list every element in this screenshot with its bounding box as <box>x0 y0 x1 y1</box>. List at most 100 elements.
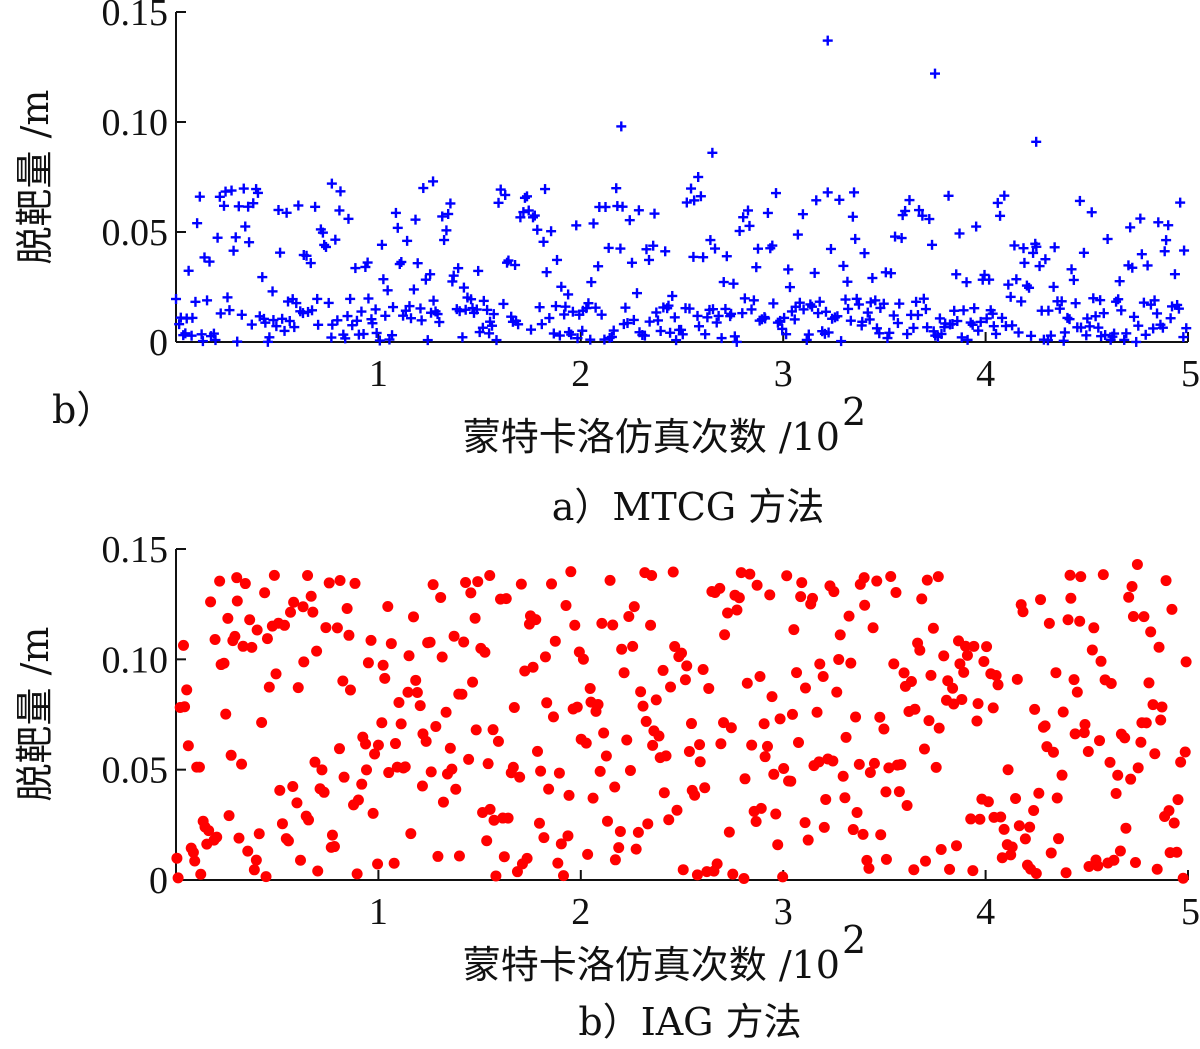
data-point <box>1153 641 1165 653</box>
data-point <box>992 197 1003 208</box>
x-tick-label: 5 <box>1181 353 1200 395</box>
data-point <box>345 293 356 304</box>
data-point <box>316 764 328 776</box>
data-point <box>1156 701 1168 713</box>
data-point <box>1074 615 1086 627</box>
data-point <box>416 315 427 326</box>
data-point <box>677 329 688 340</box>
data-point <box>1017 606 1029 618</box>
data-point <box>519 665 531 677</box>
data-point <box>1160 575 1172 587</box>
data-point <box>1066 264 1077 275</box>
data-point <box>918 743 930 755</box>
data-point <box>930 761 942 773</box>
data-point <box>180 328 191 339</box>
data-point <box>1082 313 1093 324</box>
data-point <box>789 314 800 325</box>
data-point <box>252 187 263 198</box>
data-point <box>408 284 419 295</box>
data-point <box>896 233 907 244</box>
data-point <box>702 312 713 323</box>
data-point <box>738 873 750 885</box>
data-point <box>1006 841 1018 853</box>
data-point <box>795 591 807 603</box>
data-point <box>1120 822 1132 834</box>
data-point <box>415 303 426 314</box>
data-point <box>968 640 980 652</box>
data-point <box>967 865 979 877</box>
data-point <box>688 251 699 262</box>
data-point <box>503 255 514 266</box>
data-point <box>323 577 335 589</box>
data-point <box>550 301 561 312</box>
data-point <box>981 313 992 324</box>
data-point <box>792 229 803 240</box>
data-point <box>177 639 189 651</box>
data-point <box>555 838 567 850</box>
data-point <box>498 851 510 863</box>
data-point <box>208 328 219 339</box>
data-point <box>781 329 792 340</box>
data-point <box>404 301 415 312</box>
data-point <box>361 764 373 776</box>
data-point <box>214 191 225 202</box>
data-point <box>965 317 976 328</box>
data-point <box>424 636 436 648</box>
data-point <box>753 243 764 254</box>
data-point <box>628 314 639 325</box>
data-point <box>425 766 437 778</box>
data-point <box>801 334 812 345</box>
data-point <box>328 841 340 853</box>
data-point <box>454 306 465 317</box>
data-point <box>405 313 416 324</box>
data-point <box>416 780 428 792</box>
data-point <box>1163 805 1175 817</box>
data-point <box>836 336 847 347</box>
data-point <box>481 835 493 847</box>
data-point <box>371 327 382 338</box>
data-point <box>644 316 655 327</box>
data-point <box>958 666 970 678</box>
data-point <box>657 664 669 676</box>
data-point <box>515 578 527 590</box>
data-point <box>840 731 852 743</box>
data-point <box>607 619 619 631</box>
data-point <box>613 842 625 854</box>
data-point <box>1102 234 1113 245</box>
data-point <box>403 650 415 662</box>
data-point <box>1050 667 1062 679</box>
data-point <box>878 298 889 309</box>
data-point <box>428 176 439 187</box>
data-point <box>215 308 226 319</box>
data-point <box>277 313 288 324</box>
data-point <box>961 277 972 288</box>
data-point <box>186 330 197 341</box>
data-point <box>533 817 545 829</box>
data-point <box>463 753 475 765</box>
x-axis-label-top-main: 蒙特卡洛仿真次数 /10 <box>463 415 840 459</box>
data-point <box>1031 136 1042 147</box>
data-point <box>718 717 730 729</box>
data-point <box>382 601 394 613</box>
data-point <box>770 808 782 820</box>
data-point <box>584 683 596 695</box>
data-point <box>1178 332 1189 343</box>
x-tick-label: 1 <box>369 353 388 395</box>
y-tick-label: 0.10 <box>102 102 169 144</box>
data-point <box>552 254 563 265</box>
data-point <box>982 796 994 808</box>
data-point <box>865 297 876 308</box>
data-point <box>598 727 610 739</box>
data-point <box>515 212 526 223</box>
data-point <box>813 308 824 319</box>
data-point <box>663 814 675 826</box>
data-point <box>922 322 933 333</box>
data-point <box>921 574 933 586</box>
data-point <box>777 871 789 883</box>
data-point <box>811 706 823 718</box>
data-point <box>1078 727 1090 739</box>
data-point <box>725 722 737 734</box>
data-point <box>742 205 753 216</box>
data-point <box>222 612 234 624</box>
data-point <box>445 198 456 209</box>
